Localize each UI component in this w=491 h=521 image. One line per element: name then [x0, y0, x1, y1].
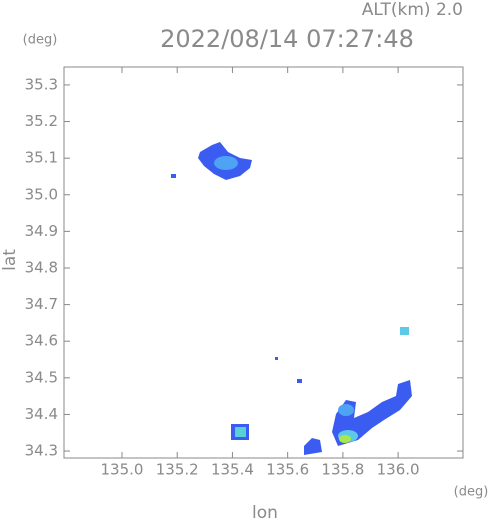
y-tick-label: 34.7 — [25, 295, 58, 313]
x-tick-label: 136.0 — [377, 461, 420, 479]
chart-title: 2022/08/14 07:27:48 — [160, 25, 414, 53]
y-tick-label: 35.3 — [25, 75, 58, 93]
plot-frame — [63, 66, 464, 459]
y-tick-label: 34.6 — [25, 332, 58, 350]
echo — [297, 379, 302, 383]
y-tick-label: 34.5 — [25, 368, 58, 386]
y-unit: (deg) — [23, 33, 58, 48]
y-tick-label: 34.9 — [25, 222, 58, 240]
y-tick-label: 35.0 — [25, 185, 58, 203]
x-axis-label: lon — [252, 503, 278, 521]
x-tick-label: 135.0 — [101, 461, 144, 479]
echo — [275, 357, 278, 360]
x-tick-label: 135.2 — [156, 461, 199, 479]
y-tick-label: 35.2 — [25, 112, 58, 130]
echo — [400, 327, 409, 335]
subtitle: ALT(km) 2.0 — [362, 0, 463, 20]
y-tick-label: 35.1 — [25, 149, 58, 167]
echo — [235, 427, 246, 437]
echo — [304, 438, 322, 455]
x-tick-label: 135.8 — [321, 461, 364, 479]
y-axis-label: lat — [0, 249, 20, 271]
echo — [339, 435, 351, 443]
echo — [338, 404, 354, 416]
y-tick-label: 34.8 — [25, 258, 58, 276]
echo — [332, 380, 412, 446]
y-tick-label: 34.3 — [25, 442, 58, 460]
echoes — [171, 142, 412, 455]
y-tick-label: 34.4 — [25, 405, 58, 423]
x-tick-label: 135.4 — [211, 461, 254, 479]
x-unit: (deg) — [454, 485, 489, 500]
echo — [214, 156, 238, 170]
echo — [171, 174, 176, 178]
x-tick-label: 135.6 — [266, 461, 309, 479]
